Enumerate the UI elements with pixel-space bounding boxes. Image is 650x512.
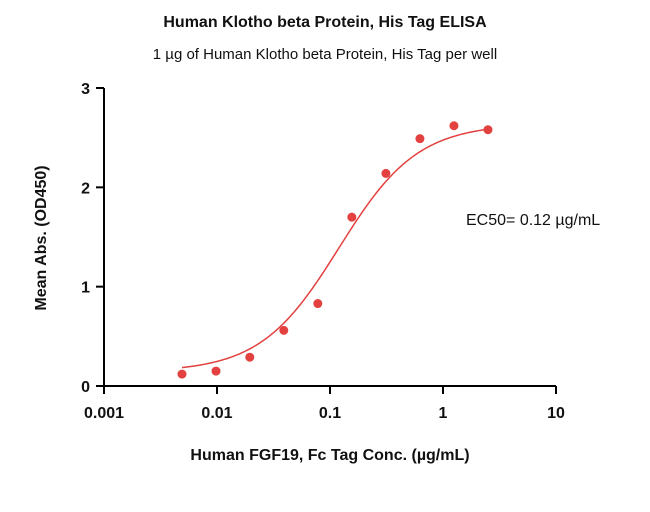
- data-points: [177, 121, 493, 379]
- data-point: [415, 134, 425, 144]
- y-tick-label: 2: [81, 180, 90, 197]
- data-point: [245, 352, 255, 362]
- x-tick-label: 0.1: [319, 405, 341, 422]
- y-tick-label: 0: [81, 379, 90, 396]
- x-axis-ticks: 0.001 0.01 0.1 1 10: [84, 386, 565, 422]
- x-tick-label: 0.001: [84, 405, 124, 422]
- data-point: [211, 366, 221, 376]
- y-axis-title: Mean Abs. (OD450): [33, 165, 50, 310]
- chart-title: Human Klotho beta Protein, His Tag ELISA: [163, 14, 487, 31]
- data-point: [313, 299, 323, 309]
- y-tick-label: 3: [81, 81, 90, 98]
- x-tick-label: 0.01: [201, 405, 232, 422]
- x-axis-title: Human FGF19, Fc Tag Conc. (µg/mL): [190, 447, 469, 464]
- data-point: [449, 121, 459, 131]
- data-point: [347, 212, 357, 222]
- y-axis-ticks: 0 1 2 3: [81, 81, 104, 396]
- data-point: [381, 168, 391, 178]
- x-tick-label: 10: [547, 405, 565, 422]
- data-point: [483, 125, 493, 135]
- data-point: [177, 369, 187, 379]
- fit-curve: [181, 128, 489, 369]
- x-tick-label: 1: [439, 405, 448, 422]
- data-point: [279, 325, 289, 335]
- chart-subtitle: 1 µg of Human Klotho beta Protein, His T…: [152, 46, 498, 63]
- y-tick-label: 1: [81, 280, 90, 297]
- ec50-annotation: EC50= 0.12 µg/mL: [466, 212, 600, 229]
